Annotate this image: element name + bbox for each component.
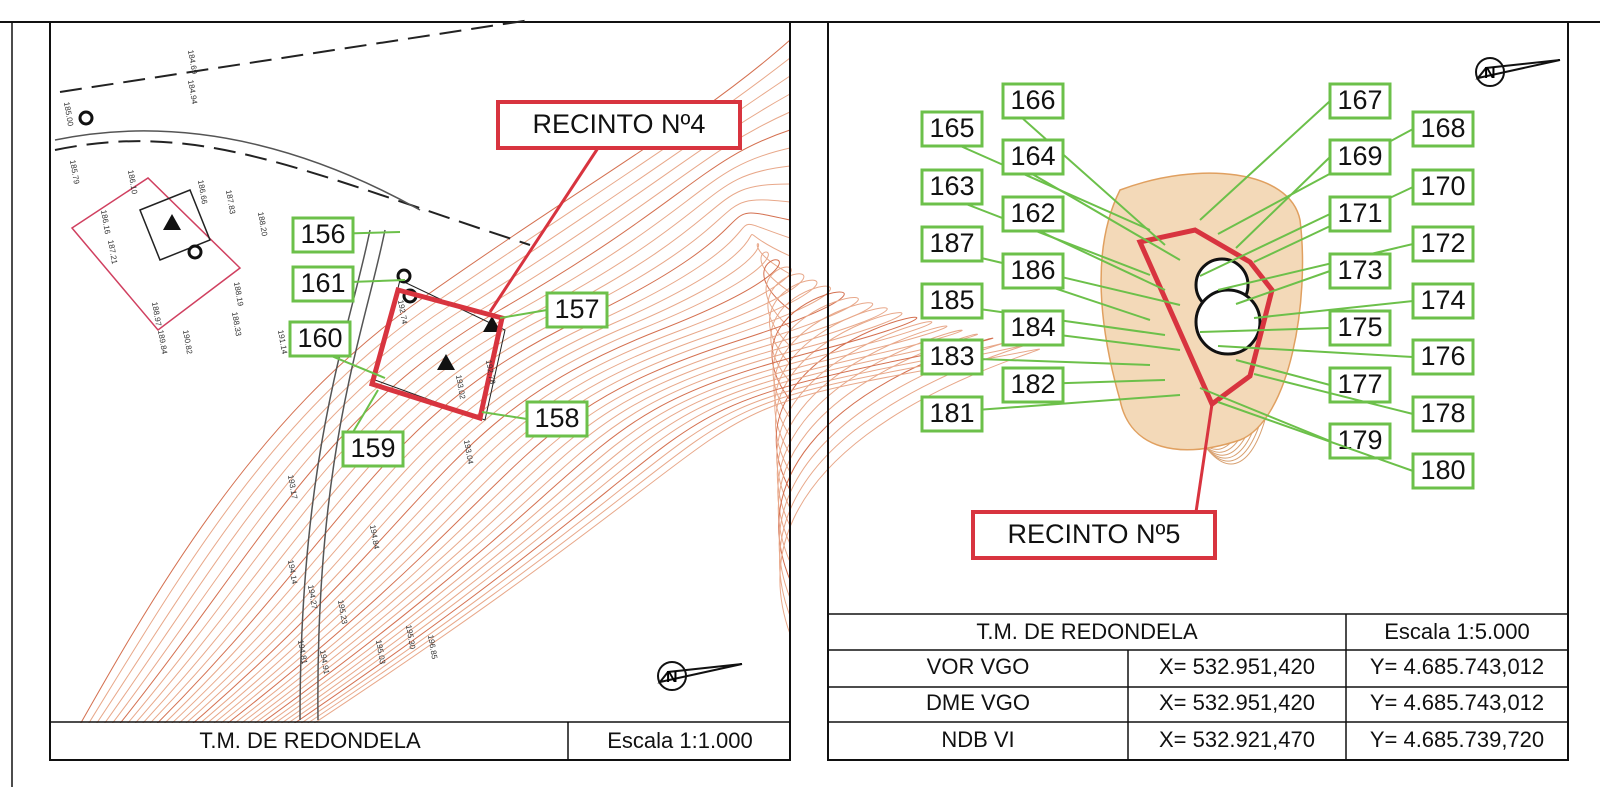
scale: Escala 1:5.000 xyxy=(1384,619,1530,644)
point-label: 161 xyxy=(300,268,345,298)
point-label: 157 xyxy=(554,294,599,324)
municipality: T.M. DE REDONDELA xyxy=(199,728,421,753)
point-label: 175 xyxy=(1337,312,1382,342)
point-label: 181 xyxy=(929,398,974,428)
table-cell: Y= 4.685.739,720 xyxy=(1370,727,1544,752)
point-label: 173 xyxy=(1337,255,1382,285)
point-label: 185 xyxy=(929,285,974,315)
point-label: 158 xyxy=(534,403,579,433)
point-label: 184 xyxy=(1010,312,1055,342)
scale: Escala 1:1.000 xyxy=(607,728,753,753)
point-label: 178 xyxy=(1420,398,1465,428)
svg-text:N: N xyxy=(1484,65,1496,82)
point-label: 164 xyxy=(1010,141,1055,171)
point-label: 177 xyxy=(1337,369,1382,399)
point-label: 163 xyxy=(929,171,974,201)
table-cell: X= 532.921,470 xyxy=(1159,727,1315,752)
point-label: 176 xyxy=(1420,341,1465,371)
point-label: 171 xyxy=(1337,198,1382,228)
table-cell: Y= 4.685.743,012 xyxy=(1370,690,1544,715)
point-label: 187 xyxy=(929,228,974,258)
table-cell: VOR VGO xyxy=(927,654,1030,679)
point-label: 167 xyxy=(1337,85,1382,115)
point-label: 180 xyxy=(1420,455,1465,485)
table-cell: X= 532.951,420 xyxy=(1159,690,1315,715)
point-label: 169 xyxy=(1337,141,1382,171)
point-label: 162 xyxy=(1010,198,1055,228)
point-label: 170 xyxy=(1420,171,1465,201)
point-label: 182 xyxy=(1010,369,1055,399)
point-label: 156 xyxy=(300,219,345,249)
point-label: 166 xyxy=(1010,85,1055,115)
table-cell: X= 532.951,420 xyxy=(1159,654,1315,679)
svg-text:N: N xyxy=(666,669,678,686)
table-cell: DME VGO xyxy=(926,690,1030,715)
point-label: 172 xyxy=(1420,228,1465,258)
enclosure-label: RECINTO Nº5 xyxy=(1008,519,1181,549)
point-label: 159 xyxy=(350,433,395,463)
enclosure-label: RECINTO Nº4 xyxy=(533,109,706,139)
point-label: 165 xyxy=(929,113,974,143)
municipality: T.M. DE REDONDELA xyxy=(976,619,1198,644)
point-label: 160 xyxy=(297,323,342,353)
point-label: 186 xyxy=(1010,255,1055,285)
point-label: 179 xyxy=(1337,425,1382,455)
point-label: 168 xyxy=(1420,113,1465,143)
plan-sheet: N N T.M. DE REDONDELA Escala 1:1.000 T.M… xyxy=(0,0,1600,787)
table-cell: Y= 4.685.743,012 xyxy=(1370,654,1544,679)
point-label: 174 xyxy=(1420,285,1465,315)
point-label: 183 xyxy=(929,341,974,371)
table-cell: NDB VI xyxy=(941,727,1014,752)
